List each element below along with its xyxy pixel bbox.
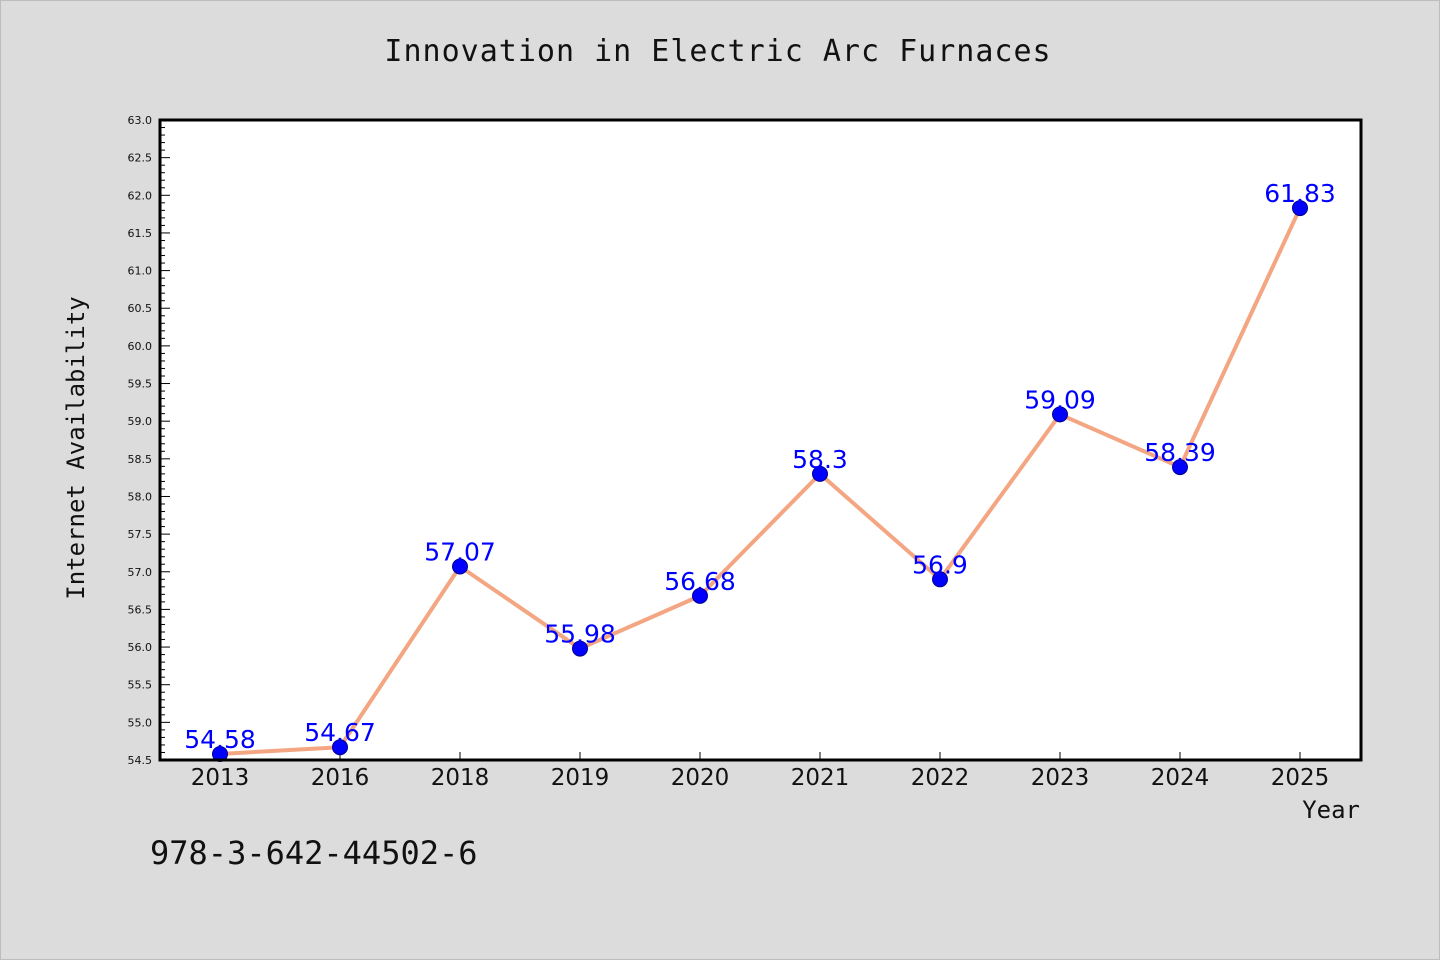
- plot-border: [158, 118, 1363, 762]
- x-tick-label: 2022: [911, 765, 970, 791]
- y-tick-label: 58.5: [128, 453, 153, 466]
- x-tick-label: 2025: [1271, 765, 1330, 791]
- y-tick-label: 59.5: [128, 378, 153, 391]
- y-tick-label: 58.0: [128, 490, 153, 503]
- y-tick-label: 60.0: [128, 340, 153, 353]
- data-point: [692, 587, 708, 604]
- y-tick-label: 55.5: [128, 679, 153, 692]
- data-label: 54.67: [304, 718, 376, 747]
- y-tick-label: 56.5: [128, 603, 153, 616]
- x-tick-label: 2016: [311, 765, 370, 791]
- x-tick-label: 2021: [791, 765, 850, 791]
- isbn-text: 978-3-642-44502-6: [150, 834, 478, 872]
- series-line: [218, 206, 1302, 756]
- y-tick-label: 61.5: [128, 227, 153, 240]
- x-tick-label: 2013: [191, 765, 250, 791]
- y-tick-label: 57.5: [128, 528, 153, 541]
- y-tick-label: 62.0: [128, 189, 153, 202]
- plot-area: [160, 120, 1361, 760]
- data-point: [572, 640, 588, 657]
- data-point: [1292, 200, 1308, 217]
- data-label: 58.39: [1144, 438, 1216, 467]
- data-point: [1172, 459, 1188, 476]
- x-tick-label: 2024: [1151, 765, 1210, 791]
- chart-title: Innovation in Electric Arc Furnaces: [384, 34, 1052, 69]
- data-label: 61.83: [1264, 179, 1336, 208]
- x-tick-label: 2020: [671, 765, 730, 791]
- data-label: 58.3: [792, 445, 848, 474]
- y-tick-label: 59.0: [128, 415, 153, 428]
- data-label: 56.68: [664, 567, 736, 596]
- data-label: 55.98: [544, 620, 616, 649]
- y-tick-label: 54.5: [128, 754, 153, 767]
- y-tick-label: 55.0: [128, 716, 153, 729]
- data-point: [1052, 406, 1068, 423]
- x-tick-label: 2019: [551, 765, 610, 791]
- x-tick-label: 2023: [1031, 765, 1090, 791]
- data-label: 56.9: [912, 550, 968, 579]
- y-tick-label: 56.0: [128, 641, 153, 654]
- data-point: [932, 571, 948, 588]
- data-point: [812, 465, 828, 482]
- data-label: 57.07: [424, 537, 496, 566]
- y-tick-label: 62.5: [128, 152, 153, 165]
- y-tick-label: 63.0: [128, 114, 153, 127]
- y-tick-label: 60.5: [128, 302, 153, 315]
- data-point: [452, 558, 468, 575]
- y-tick-label: 57.0: [128, 566, 153, 579]
- data-label: 54.58: [184, 725, 256, 754]
- x-axis-label: Year: [1302, 796, 1360, 824]
- data-label: 59.09: [1024, 385, 1096, 414]
- x-tick-label: 2018: [431, 765, 490, 791]
- y-tick-label: 61.0: [128, 265, 153, 278]
- data-point: [332, 739, 348, 756]
